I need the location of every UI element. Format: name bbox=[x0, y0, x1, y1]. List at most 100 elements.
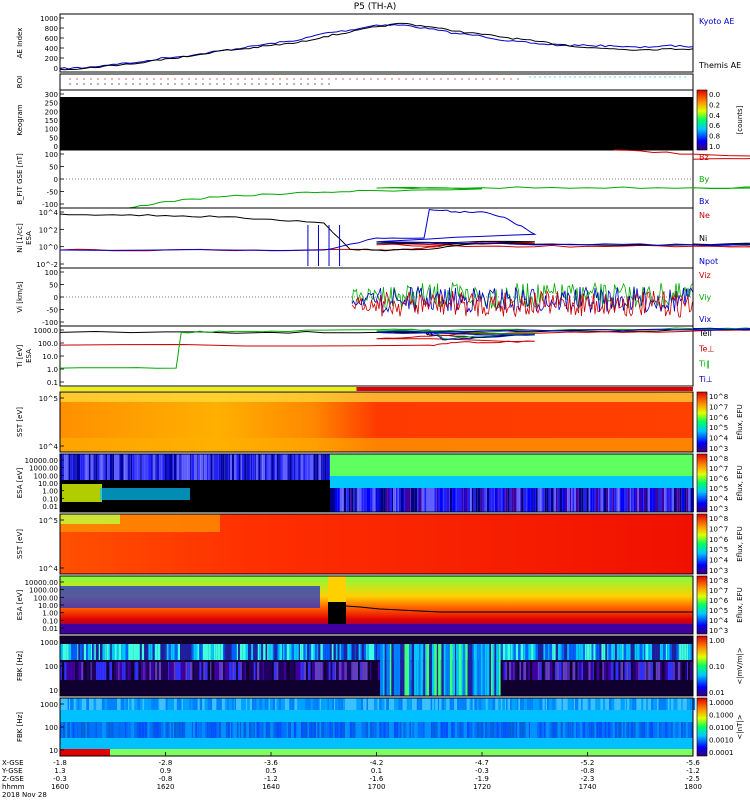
colorbar-7 bbox=[696, 391, 708, 453]
roi-dot bbox=[237, 83, 239, 85]
spectrogram-stripe bbox=[262, 698, 265, 710]
series-line-Themis AE bbox=[59, 22, 694, 71]
spectrogram-stripe bbox=[268, 644, 272, 660]
spectrogram-stripe bbox=[683, 644, 685, 660]
spectrogram-stripe bbox=[231, 644, 234, 660]
spectrogram-stripe bbox=[318, 698, 320, 710]
spectrogram-stripe bbox=[498, 722, 501, 738]
colorbar-12-tick: 0.1000 bbox=[709, 712, 734, 720]
colorbar-12-tick: 1.0000 bbox=[709, 699, 734, 707]
spectrogram-stripe bbox=[665, 722, 668, 738]
spectrogram-stripe bbox=[117, 698, 119, 710]
spectrogram-stripe bbox=[72, 644, 75, 660]
spectrogram-stripe bbox=[336, 662, 339, 680]
spectrogram-stripe bbox=[649, 644, 652, 660]
spectrogram-stripe bbox=[461, 644, 463, 696]
spectrogram-stripe bbox=[456, 644, 459, 696]
spectrogram-stripe bbox=[678, 722, 681, 738]
spectrogram-stripe bbox=[461, 488, 464, 512]
spectrogram-stripe bbox=[359, 698, 361, 710]
spectrogram-stripe bbox=[459, 722, 462, 738]
spectrogram-stripe bbox=[327, 644, 330, 660]
spectrogram-stripe bbox=[182, 644, 186, 660]
spectrogram-stripe bbox=[147, 722, 150, 738]
spectrogram-stripe bbox=[146, 662, 149, 680]
spectrogram-stripe bbox=[647, 722, 649, 738]
spectrogram-stripe bbox=[518, 644, 521, 660]
spectrogram-stripe bbox=[661, 488, 665, 512]
spectrogram-stripe bbox=[461, 698, 465, 710]
spectrogram-stripe bbox=[291, 698, 295, 710]
colorbar-8-tick: 10^5 bbox=[709, 485, 728, 493]
spectrogram-stripe bbox=[252, 698, 255, 710]
spectrogram-stripe bbox=[516, 662, 518, 680]
spectrogram-stripe bbox=[362, 644, 364, 660]
spectrogram-stripe bbox=[115, 698, 118, 710]
spectrogram-stripe bbox=[97, 662, 100, 680]
spectrogram-stripe bbox=[568, 488, 570, 512]
colorbar-11-tick: 1.00 bbox=[709, 637, 725, 645]
spectrogram-stripe bbox=[537, 488, 541, 512]
spectrogram-stripe bbox=[549, 722, 552, 738]
spectrogram-stripe bbox=[603, 644, 606, 660]
spectrogram-stripe bbox=[65, 722, 68, 738]
spectrogram-stripe bbox=[611, 644, 613, 660]
spectrogram-stripe bbox=[670, 662, 674, 680]
spectrogram-stripe bbox=[322, 644, 326, 660]
spectrogram-stripe bbox=[109, 698, 113, 710]
spectrogram-stripe bbox=[121, 644, 123, 660]
spectrogram-stripe bbox=[486, 698, 488, 710]
spectrogram-stripe bbox=[159, 454, 162, 480]
spectrogram-stripe bbox=[691, 698, 693, 710]
spectrogram-stripe bbox=[260, 662, 263, 680]
spectrogram-stripe bbox=[129, 698, 132, 710]
spectrogram-stripe bbox=[155, 698, 158, 710]
spectrogram-stripe bbox=[334, 488, 338, 512]
spectrogram-stripe bbox=[178, 662, 181, 680]
spectrogram-stripe bbox=[648, 698, 652, 710]
roi-dot bbox=[279, 83, 281, 85]
spectrogram-stripe bbox=[162, 454, 165, 480]
spectrogram-stripe bbox=[485, 644, 487, 696]
spectrogram-stripe bbox=[383, 722, 386, 738]
spectrogram-stripe bbox=[291, 644, 294, 660]
spectrogram-stripe bbox=[568, 644, 571, 660]
spectrogram-stripe bbox=[467, 644, 470, 696]
spectrogram-stripe bbox=[444, 698, 447, 710]
spectrogram-stripe bbox=[146, 698, 149, 710]
spectrogram-stripe bbox=[275, 698, 277, 710]
spectrogram-stripe bbox=[261, 644, 264, 660]
spectrogram-stripe bbox=[655, 488, 658, 512]
spectrogram-stripe bbox=[447, 698, 450, 710]
spectrogram-stripe bbox=[92, 644, 94, 660]
spectrogram-stripe bbox=[339, 722, 343, 738]
spectrogram-stripe bbox=[506, 698, 508, 710]
spectrogram-stripe bbox=[140, 662, 144, 680]
spectrogram-stripe bbox=[112, 698, 116, 710]
spectrogram-stripe bbox=[682, 662, 686, 680]
spectrogram-stripe bbox=[582, 722, 586, 738]
roi-dot bbox=[153, 78, 155, 80]
spectrogram-stripe bbox=[508, 662, 512, 680]
spectrogram-stripe bbox=[97, 722, 100, 738]
spectrogram-stripe bbox=[416, 644, 419, 696]
spectrogram-stripe bbox=[670, 644, 672, 660]
spectrogram-stripe bbox=[549, 644, 553, 660]
spectrogram-stripe bbox=[81, 698, 85, 710]
roi-dot bbox=[167, 78, 169, 80]
spectrogram-stripe bbox=[331, 722, 334, 738]
spectrogram-stripe bbox=[500, 662, 503, 680]
roi-dot bbox=[419, 78, 421, 80]
panel-0-legend: Themis AE bbox=[698, 61, 741, 70]
spectrogram-stripe bbox=[295, 662, 298, 680]
spectrogram-stripe bbox=[673, 488, 676, 512]
spectrogram-stripe bbox=[274, 454, 276, 480]
spectrogram-stripe bbox=[422, 698, 425, 710]
spectrogram-stripe bbox=[519, 662, 522, 680]
spectrogram-stripe bbox=[624, 662, 627, 680]
spectrogram-stripe bbox=[492, 644, 495, 696]
spectrogram-stripe bbox=[663, 662, 666, 680]
spectrogram-stripe bbox=[278, 698, 282, 710]
spectrogram-stripe bbox=[342, 488, 344, 512]
spectrogram-stripe bbox=[141, 722, 143, 738]
